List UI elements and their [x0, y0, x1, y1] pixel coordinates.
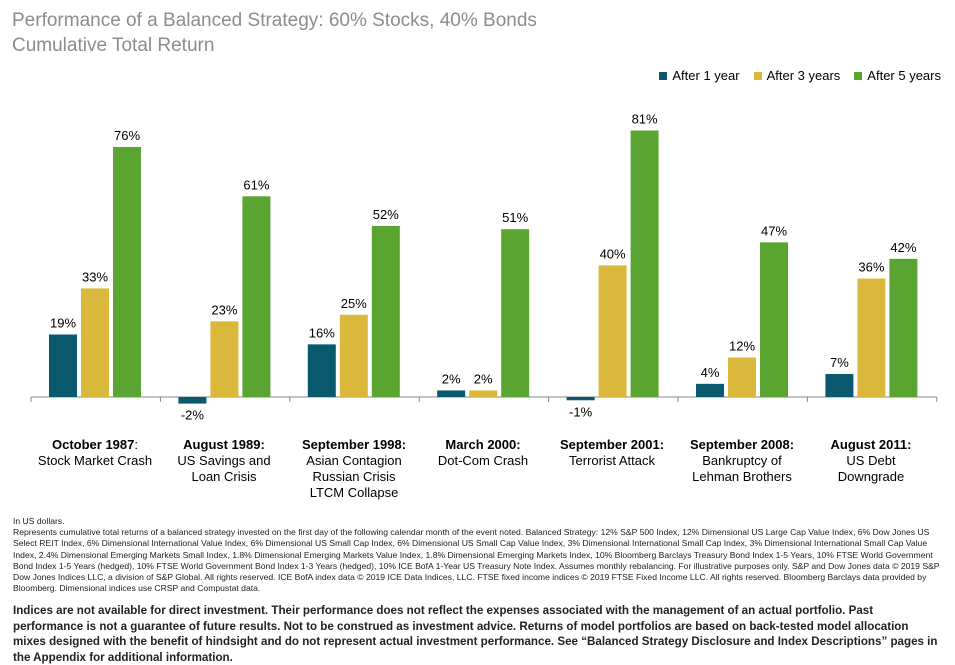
data-label: 52% [373, 207, 399, 222]
bar-after-1-year [178, 397, 207, 404]
event-description: Stock Market Crash [37, 453, 153, 468]
bar-after-5-years [501, 229, 530, 397]
data-label: 40% [600, 246, 626, 261]
event-description: Terrorist Attack [569, 453, 655, 468]
event-label-5: September 2001: Terrorist Attack [548, 437, 676, 469]
event-label-4: March 2000: Dot-Com Crash [419, 437, 547, 469]
event-heading-suffix: : [134, 437, 138, 452]
bar-chart: 19% -2% 16% 2% -1% 4% 7% 33% 23% 25% 2% 40% 12% 36% 76… [30, 112, 938, 423]
bar-after-1-year [566, 397, 595, 401]
bar-after-3-years [469, 390, 498, 397]
event-heading: August 2011: [830, 437, 912, 452]
bar-after-3-years [210, 321, 239, 397]
event-description: Russian Crisis [312, 469, 396, 484]
currency-note: In US dollars. [13, 516, 65, 526]
bar-after-5-years [889, 258, 918, 397]
data-label: 23% [211, 302, 237, 317]
event-heading: September 2008: [689, 437, 795, 452]
bar-after-5-years [630, 130, 659, 397]
data-label: 4% [701, 365, 720, 380]
event-description: Bankruptcy of [702, 453, 782, 468]
data-label: -2% [181, 408, 205, 423]
bar-after-1-year [307, 344, 336, 397]
event-description: Asian Contagion [306, 453, 402, 468]
legend-label-after-1-year: After 1 year [672, 68, 740, 83]
bar-after-3-years [81, 288, 109, 397]
event-heading: September 1998: [301, 437, 407, 452]
bar-after-1-year [696, 383, 724, 397]
event-label-2: August 1989: US Savings and Loan Crisis [160, 437, 288, 485]
event-description: Downgrade [837, 469, 905, 484]
legend-item-after-1-year: After 1 year [659, 68, 740, 83]
data-label: -1% [569, 404, 593, 419]
bar-after-3-years [339, 314, 368, 397]
event-description: US Savings and [177, 453, 271, 468]
data-label: 19% [50, 315, 76, 330]
chart-subtitle: Cumulative Total Return [12, 35, 215, 56]
bar-after-3-years [728, 357, 756, 397]
bar-after-5-years [113, 146, 141, 397]
data-label: 2% [474, 371, 493, 386]
event-label-3: September 1998: Asian Contagion Russian … [290, 437, 418, 501]
bar-after-5-years [242, 196, 271, 397]
legend-label-after-3-years: After 3 years [766, 68, 841, 83]
legend-item-after-3-years: After 3 years [753, 68, 841, 83]
event-heading: October 1987 [52, 437, 135, 452]
chart-legend: After 1 year After 3 years After 5 years [659, 68, 941, 83]
event-label-6: September 2008: Bankruptcy of Lehman Bro… [678, 437, 806, 485]
data-label: 2% [442, 371, 461, 386]
footnotes: In US dollars. Represents cumulative tot… [13, 516, 941, 594]
data-label: 7% [830, 355, 849, 370]
data-label: 25% [341, 296, 367, 311]
event-description: Loan Crisis [191, 469, 257, 484]
legend-label-after-5-years: After 5 years [867, 68, 941, 83]
bar-after-3-years [857, 278, 886, 397]
data-label: 33% [82, 269, 108, 284]
disclaimer: Indices are not available for direct inv… [13, 604, 938, 664]
event-label-1: October 1987: Stock Market Crash [31, 437, 159, 469]
data-label: 16% [309, 325, 335, 340]
legend-swatch-after-5-years [854, 71, 863, 80]
data-label: 12% [729, 339, 755, 354]
bar-after-5-years [760, 242, 788, 397]
data-label: 47% [761, 223, 787, 238]
event-heading: September 2001: [559, 437, 665, 452]
data-label: 51% [502, 210, 528, 225]
bar-after-1-year [825, 373, 854, 397]
data-label: 36% [858, 260, 884, 275]
methodology-note: Represents cumulative total returns of a… [13, 527, 940, 594]
bar-after-1-year [437, 390, 466, 397]
bar-after-1-year [49, 334, 77, 397]
data-label: 76% [114, 128, 140, 143]
event-description: US Debt [846, 453, 896, 468]
chart-title: Performance of a Balanced Strategy: 60% … [12, 10, 537, 31]
data-label: 42% [890, 240, 916, 255]
event-label-7: August 2011: US Debt Downgrade [807, 437, 935, 485]
legend-item-after-5-years: After 5 years [854, 68, 941, 83]
bar-after-5-years [371, 225, 400, 397]
data-label: 81% [632, 112, 658, 127]
event-heading: March 2000: [445, 437, 521, 452]
event-description: Lehman Brothers [692, 469, 792, 484]
legend-swatch-after-1-year [659, 71, 668, 80]
event-description: Dot-Com Crash [437, 453, 529, 468]
event-description: LTCM Collapse [309, 485, 399, 500]
bar-after-3-years [598, 265, 627, 397]
data-label: 61% [243, 177, 269, 192]
event-heading: August 1989: [183, 437, 265, 452]
legend-swatch-after-3-years [753, 71, 762, 80]
